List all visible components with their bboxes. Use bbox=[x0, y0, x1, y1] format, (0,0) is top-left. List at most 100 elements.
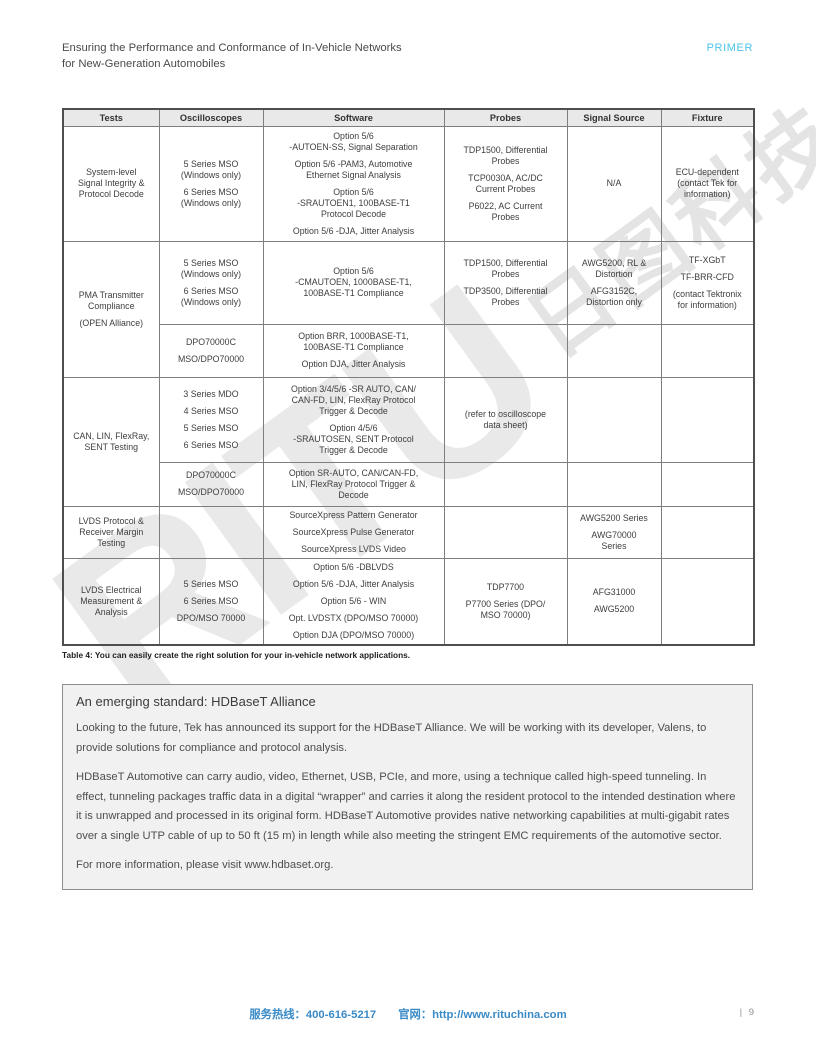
table-row: System-level Signal Integrity & Protocol… bbox=[62, 125, 755, 242]
cell-text: N/A bbox=[606, 178, 622, 188]
cell-text: Option 5/6 -DJA, Jitter Analysis bbox=[292, 225, 415, 236]
cell-text: 6 Series MSO bbox=[183, 439, 239, 450]
cell-software: Option 5/6 -DBLVDS Option 5/6 -DJA, Jitte… bbox=[262, 557, 445, 646]
cell-text: Option 5/6 -PAM3, Automotive Ethernet Si… bbox=[294, 158, 413, 180]
cell-oscilloscopes: 3 Series MDO 4 Series MSO 5 Series MSO 6 Se… bbox=[158, 376, 264, 463]
cell-oscilloscopes: DPO70000C MSO/DPO70000 bbox=[158, 461, 264, 507]
info-box-paragraph: HDBaseT Automotive can carry audio, vide… bbox=[76, 771, 736, 842]
cell-text: SourceXpress LVDS Video bbox=[301, 543, 406, 554]
cell-text: Option 5/6 -SRAUTOEN1, 100BASE-T1 Protoc… bbox=[297, 186, 410, 219]
cell-probes: TDP1500, Differential Probes TCP0030A, AC… bbox=[443, 125, 568, 242]
info-box-paragraph: Looking to the future, Tek has announced… bbox=[76, 722, 707, 754]
col-header-fixture: Fixture bbox=[660, 108, 755, 127]
cell-text: Option DJA (DPO/MSO 70000) bbox=[292, 629, 415, 640]
cell-fixture bbox=[660, 323, 755, 378]
cell-text: MSO/DPO70000 bbox=[177, 487, 244, 497]
cell-text: DPO70000C bbox=[186, 336, 236, 347]
cell-text: System-level Signal Integrity & Protocol… bbox=[77, 167, 145, 199]
cell-text: Option 5/6 -CMAUTOEN, 1000BASE-T1, 100BA… bbox=[295, 266, 412, 298]
cell-text: DPO/MSO 70000 bbox=[176, 612, 246, 623]
cell-text: TDP3500, Differential Probes bbox=[463, 285, 548, 307]
cell-text: 5 Series MSO bbox=[183, 578, 239, 589]
cell-text: SourceXpress Pulse Generator bbox=[292, 526, 415, 537]
info-box-paragraph: For more information, please visit www.h… bbox=[76, 859, 334, 871]
cell-tests: LVDS Protocol & Receiver Margin Testing bbox=[62, 505, 160, 559]
col-header-oscilloscopes: Oscilloscopes bbox=[158, 108, 264, 127]
cell-tests: System-level Signal Integrity & Protocol… bbox=[62, 125, 160, 242]
cell-text: SourceXpress Pattern Generator bbox=[289, 509, 418, 520]
cell-text: P7700 Series (DPO/ MSO 70000) bbox=[465, 598, 546, 620]
cell-probes: TDP1500, Differential Probes TDP3500, Dif… bbox=[443, 240, 568, 325]
doc-header: Ensuring the Performance and Conformance… bbox=[62, 41, 753, 72]
cell-text: Option 3/4/5/6 -SR AUTO, CAN/ CAN-FD, LI… bbox=[291, 383, 416, 416]
cell-text: Opt. LVDSTX (DPO/MSO 70000) bbox=[288, 612, 419, 623]
footer-url-link[interactable]: http://www.rituchina.com bbox=[432, 1009, 567, 1021]
cell-software: Option SR-AUTO, CAN/CAN-FD, LIN, FlexRay… bbox=[262, 461, 445, 507]
cell-signal-source bbox=[566, 376, 662, 463]
cell-oscilloscopes: 5 Series MSO (Windows only) 6 Series MSO … bbox=[158, 240, 264, 325]
cell-probes bbox=[443, 505, 568, 559]
cell-fixture bbox=[660, 376, 755, 463]
cell-text: Option 5/6 -AUTOEN-SS, Signal Separation bbox=[289, 130, 418, 152]
cell-tests: PMA Transmitter Compliance (OPEN Alliance… bbox=[62, 240, 160, 378]
cell-text: AWG5200, RL & Distortion bbox=[581, 257, 647, 279]
cell-oscilloscopes: 5 Series MSO 6 Series MSO DPO/MSO 70000 bbox=[158, 557, 264, 646]
table-row: DPO70000C MSO/DPO70000 Option BRR, 1000BA… bbox=[63, 323, 755, 378]
table-caption: Table 4: You can easily create the right… bbox=[62, 650, 411, 660]
cell-software: Option 3/4/5/6 -SR AUTO, CAN/ CAN-FD, LI… bbox=[262, 376, 445, 463]
cell-text: MSO/DPO70000 bbox=[177, 353, 244, 364]
cell-probes: TDP7700 P7700 Series (DPO/ MSO 70000) bbox=[443, 557, 568, 646]
cell-fixture: ECU-dependent (contact Tek for informati… bbox=[660, 125, 755, 242]
table-row: DPO70000C MSO/DPO70000 Option SR-AUTO, CA… bbox=[63, 461, 755, 507]
primer-badge: PRIMER bbox=[706, 42, 753, 54]
cell-text: TDP1500, Differential Probes bbox=[463, 144, 548, 166]
table-row: PMA Transmitter Compliance (OPEN Alliance… bbox=[62, 240, 755, 378]
cell-text: AFG31000 bbox=[592, 587, 636, 598]
cell-text: 6 Series MSO (Windows only) bbox=[180, 186, 242, 208]
cell-text: LVDS Electrical Measurement & Analysis bbox=[80, 584, 143, 617]
cell-signal-source: N/A bbox=[566, 125, 662, 242]
cell-text: AWG70000 Series bbox=[591, 529, 637, 551]
cell-text: PMA Transmitter Compliance bbox=[78, 289, 144, 311]
cell-text: TDP1500, Differential Probes bbox=[463, 257, 548, 279]
cell-tests: CAN, LIN, FlexRay, SENT Testing bbox=[62, 376, 160, 507]
footer: 服务热线：400-616-5217 官网：http://www.rituchina… bbox=[0, 1006, 816, 1022]
cell-oscilloscopes: 5 Series MSO (Windows only) 6 Series MSO … bbox=[158, 125, 264, 242]
cell-text: Option DJA, Jitter Analysis bbox=[301, 359, 406, 369]
table-row: LVDS Electrical Measurement & Analysis 5… bbox=[62, 557, 755, 646]
cell-text: AFG3152C, Distortion only bbox=[586, 285, 642, 307]
cell-software: Option BRR, 1000BASE-T1, 100BASE-T1 Comp… bbox=[262, 323, 445, 378]
cell-tests: LVDS Electrical Measurement & Analysis bbox=[62, 557, 160, 646]
cell-text: AWG5200 Series bbox=[580, 512, 648, 523]
cell-text: Option 4/5/6 -SRAUTOSEN, SENT Protocol T… bbox=[293, 422, 414, 455]
cell-software: Option 5/6 -CMAUTOEN, 1000BASE-T1, 100BA… bbox=[262, 240, 445, 325]
cell-text: 5 Series MSO (Windows only) bbox=[180, 257, 242, 279]
cell-text: Option 5/6 -DJA, Jitter Analysis bbox=[292, 578, 415, 589]
cell-text: Option 5/6 - WIN bbox=[320, 595, 387, 606]
col-header-signal-source: Signal Source bbox=[566, 108, 662, 127]
col-header-tests: Tests bbox=[62, 108, 160, 127]
hdbaset-info-box: An emerging standard: HDBaseT Alliance L… bbox=[62, 684, 753, 890]
cell-text: 6 Series MSO bbox=[183, 595, 239, 606]
cell-text: Option 5/6 -DBLVDS bbox=[313, 561, 394, 572]
cell-text: TF-XGbT bbox=[688, 254, 726, 265]
footer-site-label: 官网： bbox=[398, 1009, 433, 1021]
cell-probes: (refer to oscilloscope data sheet) bbox=[443, 376, 568, 463]
cell-text: (refer to oscilloscope data sheet) bbox=[464, 408, 547, 430]
cell-fixture bbox=[660, 557, 755, 646]
solution-table: Tests Oscilloscopes Software Probes Sign… bbox=[62, 108, 755, 646]
cell-signal-source bbox=[566, 461, 662, 507]
cell-text: LVDS Protocol & Receiver Margin Testing bbox=[78, 515, 144, 548]
cell-probes bbox=[443, 461, 568, 507]
cell-text: 3 Series MDO bbox=[183, 388, 239, 399]
table-header-row: Tests Oscilloscopes Software Probes Sign… bbox=[62, 108, 755, 127]
cell-text: Option BRR, 1000BASE-T1, 100BASE-T1 Comp… bbox=[298, 331, 409, 352]
cell-text: Option SR-AUTO, CAN/CAN-FD, LIN, FlexRay… bbox=[288, 467, 419, 500]
cell-signal-source: AWG5200, RL & Distortion AFG3152C, Distor… bbox=[566, 240, 662, 325]
footer-hotline: 服务热线：400-616-5217 bbox=[249, 1009, 377, 1021]
cell-text: ECU-dependent (contact Tek for informati… bbox=[675, 167, 739, 199]
cell-text: TF-BRR-CFD bbox=[680, 271, 734, 282]
cell-text: 6 Series MSO (Windows only) bbox=[180, 285, 242, 307]
table-row: CAN, LIN, FlexRay, SENT Testing 3 Series… bbox=[62, 376, 755, 507]
cell-software: Option 5/6 -AUTOEN-SS, Signal Separation… bbox=[262, 125, 445, 242]
